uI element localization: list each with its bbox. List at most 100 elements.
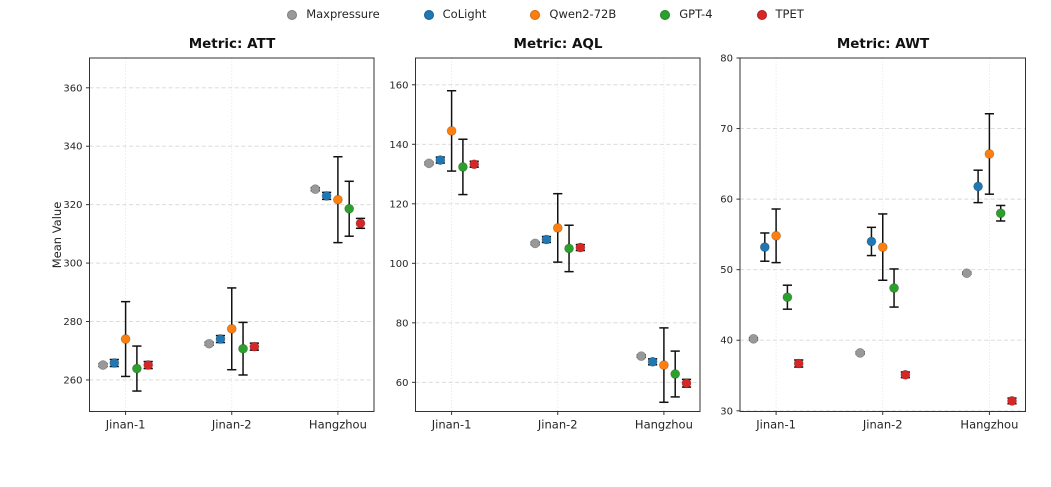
data-point: [332, 194, 343, 205]
series-colight: [759, 169, 983, 262]
data-point: [435, 155, 446, 165]
data-point: [552, 223, 563, 233]
y-tick-label: 280: [63, 317, 82, 328]
legend-label: TPET: [775, 7, 804, 21]
legend-label: Qwen2-72B: [549, 7, 617, 21]
y-tick-label: 80: [396, 318, 409, 329]
data-point: [659, 360, 669, 370]
data-point: [321, 190, 332, 201]
data-point: [204, 338, 215, 349]
data-point: [984, 149, 995, 159]
series-tpet: [469, 159, 692, 389]
legend-marker-icon: [660, 9, 671, 20]
series-tpet: [793, 358, 1017, 406]
data-point: [855, 348, 866, 358]
data-point: [771, 230, 781, 241]
y-tick-label: 140: [389, 140, 408, 151]
data-point: [636, 351, 647, 362]
series-tpet: [143, 217, 366, 370]
data-point: [866, 236, 877, 247]
data-point: [530, 238, 541, 249]
legend-item-gpt-4: GPT-4: [660, 7, 713, 21]
data-point: [961, 268, 972, 279]
x-tick-label: Hangzhou: [309, 418, 367, 432]
data-point: [457, 162, 468, 172]
x-tick-label: Jinan-2: [862, 418, 903, 432]
data-point: [575, 242, 586, 253]
y-tick-label: 320: [63, 200, 82, 211]
x-tick-label: Jinan-1: [105, 418, 146, 432]
data-point: [889, 283, 899, 293]
series-colight: [109, 190, 332, 368]
data-point: [877, 242, 888, 252]
data-point: [310, 184, 321, 195]
data-point: [226, 323, 237, 334]
data-point: [541, 234, 552, 245]
subplot-title-aql: Metric: AQL: [513, 36, 603, 52]
data-point: [215, 334, 226, 344]
y-tick-label: 40: [720, 336, 733, 347]
subplot-aql: 60 80 100 120 140 160 Jinan-1 Jinan-2 Hangzhou: [389, 57, 701, 432]
y-tick-label: 60: [720, 195, 733, 206]
legend-marker-icon: [423, 9, 434, 20]
data-point: [249, 341, 260, 352]
x-tick-label: Jinan-1: [431, 418, 472, 432]
data-point: [782, 292, 793, 303]
y-tick-label: 50: [720, 265, 733, 276]
data-point: [424, 158, 434, 169]
data-point: [759, 242, 770, 252]
series-maxpressure: [748, 268, 972, 358]
y-tick-label: 120: [389, 199, 408, 210]
legend-item-maxpressure: Maxpressure: [287, 7, 380, 21]
data-point: [344, 203, 355, 214]
x-tick-label: Hangzhou: [635, 418, 693, 432]
plot-frame: [415, 57, 701, 412]
y-tick-label: 30: [720, 406, 733, 417]
data-point: [995, 208, 1006, 219]
series-maxpressure: [424, 158, 647, 362]
legend-item-colight: CoLight: [423, 7, 487, 21]
legend-label: GPT-4: [679, 7, 713, 21]
data-point: [98, 360, 108, 370]
x-tick-label: Hangzhou: [960, 418, 1018, 432]
legend-label: CoLight: [442, 7, 487, 21]
legend-marker-icon: [530, 9, 541, 20]
subplot-awt: 30 40 50 60 70 80 Jinan-1 Jinan-2 Hangzhou: [720, 54, 1026, 432]
data-point: [469, 159, 480, 170]
data-point: [143, 360, 154, 370]
data-point: [446, 126, 457, 136]
y-tick-label: 70: [720, 124, 733, 135]
y-tick-label: 160: [389, 80, 408, 91]
y-tick-label: 80: [720, 54, 733, 65]
x-tick-label: Jinan-2: [211, 418, 252, 432]
x-tick-label: Jinan-1: [755, 418, 796, 432]
data-point: [131, 363, 142, 374]
legend-marker-icon: [756, 9, 767, 20]
legend-item-qwen2-72b: Qwen2-72B: [530, 7, 617, 21]
legend-marker-icon: [287, 9, 298, 20]
y-tick-label: 340: [63, 142, 82, 153]
y-tick-label: 360: [63, 83, 82, 94]
data-point: [564, 243, 574, 254]
legend-item-tpet: TPET: [756, 7, 804, 21]
data-point: [1007, 396, 1017, 406]
y-tick-label: 100: [389, 259, 408, 270]
series-qwen2-72b: [771, 112, 995, 282]
series-gpt-4: [782, 204, 1006, 310]
data-point: [900, 369, 911, 380]
data-point: [238, 343, 248, 354]
data-point: [109, 358, 120, 368]
series-maxpressure: [98, 184, 321, 370]
y-tick-label: 260: [63, 375, 82, 386]
y-tick-label: 300: [63, 259, 82, 270]
data-point: [647, 356, 658, 367]
series-gpt-4: [131, 180, 355, 392]
plot-frame: [739, 57, 1026, 412]
y-tick-label: 60: [396, 378, 409, 389]
plot-frame: [89, 57, 375, 412]
legend-label: Maxpressure: [306, 7, 380, 21]
legend: Maxpressure CoLight Qwen2-72B GPT-4 TPET: [20, 7, 1051, 21]
data-point: [973, 181, 983, 192]
series-colight: [435, 155, 658, 367]
